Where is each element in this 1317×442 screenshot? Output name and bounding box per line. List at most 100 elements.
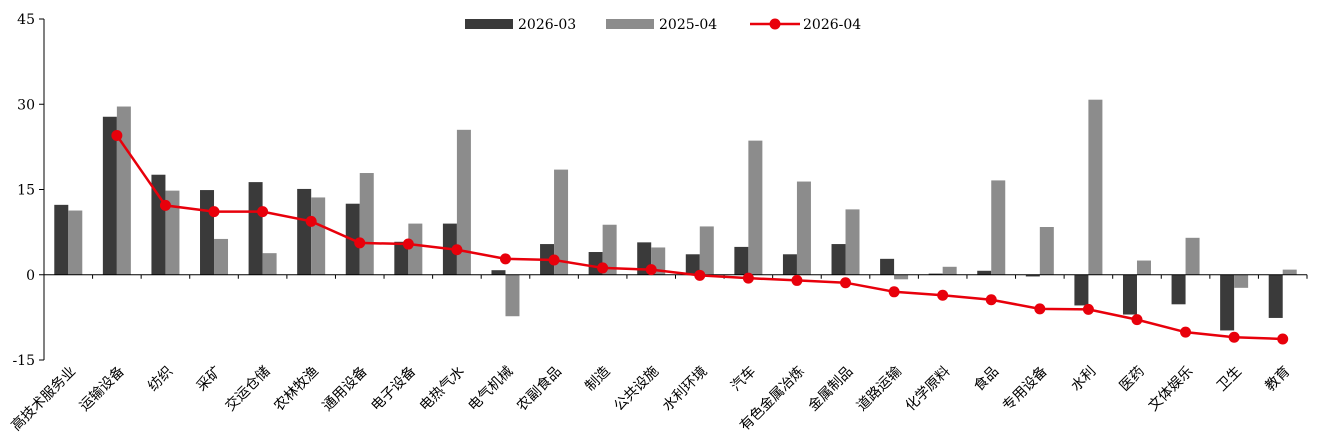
point-2026-04 <box>694 269 706 281</box>
point-2026-04 <box>548 254 560 266</box>
category-label: 医药 <box>1117 364 1148 395</box>
bar-2025-04 <box>991 180 1006 275</box>
bar-2026-03 <box>977 270 992 275</box>
bar-2025-04 <box>894 274 909 280</box>
point-2026-04 <box>1034 303 1046 315</box>
bar-2026-03 <box>200 190 215 275</box>
bar-2026-03 <box>880 258 895 275</box>
legend-swatch <box>465 19 513 29</box>
bar-2025-04 <box>456 129 471 275</box>
bar-2025-04 <box>408 223 423 275</box>
category-label: 制造 <box>582 364 613 395</box>
point-2026-04 <box>742 272 754 284</box>
bar-2026-03 <box>685 254 700 275</box>
bar-2025-04 <box>1039 227 1054 275</box>
y-tick-label: 45 <box>17 12 35 28</box>
bar-2025-04 <box>505 274 520 317</box>
point-2026-04 <box>1228 331 1240 343</box>
bar-2025-04 <box>602 224 617 275</box>
bar-2026-03 <box>248 182 263 275</box>
category-label: 运输设备 <box>76 363 128 415</box>
category-label: 文体娱乐 <box>1145 364 1196 415</box>
bar-2025-04 <box>262 253 277 275</box>
bar-2025-04 <box>1136 260 1151 275</box>
bar-2026-03 <box>54 204 69 275</box>
y-tick-label: -15 <box>12 353 35 369</box>
point-2026-04 <box>257 206 269 218</box>
point-2026-04 <box>1082 303 1094 315</box>
legend-label: 2026-04 <box>803 17 861 33</box>
point-2026-04 <box>354 237 366 249</box>
y-tick-label: 0 <box>26 268 35 284</box>
bar-2026-03 <box>1220 274 1235 331</box>
bar-2026-03 <box>782 254 797 275</box>
point-2026-04 <box>499 253 511 265</box>
category-label: 电热气水 <box>417 364 468 415</box>
bar-2026-03 <box>297 188 312 275</box>
category-label: 食品 <box>970 363 1002 395</box>
bar-2026-03 <box>1171 274 1186 305</box>
point-2026-04 <box>451 244 463 256</box>
bar-2025-04 <box>796 181 811 275</box>
bar-2025-04 <box>1234 274 1249 288</box>
point-2026-04 <box>791 274 803 286</box>
point-2026-04 <box>1131 314 1143 326</box>
category-label: 农副食品 <box>513 363 565 415</box>
bar-2025-04 <box>1282 269 1297 275</box>
category-label: 高技术服务业 <box>8 363 79 434</box>
point-2026-04 <box>208 206 220 218</box>
category-label: 交运仓储 <box>222 363 274 415</box>
category-label: 电气机械 <box>465 364 516 415</box>
bar-2025-04 <box>699 226 714 275</box>
category-label: 专用设备 <box>999 363 1051 415</box>
category-label: 通用设备 <box>319 363 371 415</box>
category-label: 水利 <box>1068 364 1099 395</box>
bar-2025-04 <box>942 266 957 275</box>
bar-2026-03 <box>734 246 749 275</box>
bar-2026-03 <box>928 273 943 275</box>
bar-2025-04 <box>845 209 860 275</box>
category-label: 水利环境 <box>660 364 711 415</box>
point-2026-04 <box>937 289 949 301</box>
bar-2025-04 <box>748 140 763 275</box>
bar-2025-04 <box>1185 237 1200 275</box>
category-label: 采矿 <box>194 364 225 395</box>
bar-2026-03 <box>491 270 506 275</box>
bar-2026-03 <box>831 244 846 275</box>
category-label: 汽车 <box>727 363 759 395</box>
point-2026-04 <box>1277 333 1289 345</box>
bar-2026-03 <box>1025 274 1040 277</box>
point-2026-04 <box>597 262 609 274</box>
bar-2026-03 <box>102 116 117 275</box>
category-label: 纺织 <box>145 364 176 395</box>
legend-swatch-marker <box>769 18 781 30</box>
bar-2025-04 <box>554 169 569 275</box>
point-2026-04 <box>840 277 852 289</box>
point-2026-04 <box>111 130 123 142</box>
y-tick-label: 30 <box>17 97 35 113</box>
point-2026-04 <box>985 294 997 306</box>
bar-2026-03 <box>394 241 409 275</box>
point-2026-04 <box>888 286 900 298</box>
category-label: 电子设备 <box>368 363 420 415</box>
legend-swatch <box>606 19 654 29</box>
bar-2025-04 <box>214 238 229 275</box>
category-label: 卫生 <box>1214 364 1245 395</box>
point-2026-04 <box>1180 326 1192 338</box>
point-2026-04 <box>402 238 414 250</box>
legend-label: 2026-03 <box>518 17 576 33</box>
bar-2026-03 <box>1074 274 1089 306</box>
bar-2025-04 <box>1088 99 1103 275</box>
y-tick-label: 15 <box>17 183 35 199</box>
category-label: 农林牧渔 <box>271 364 322 415</box>
bar-2025-04 <box>165 190 180 275</box>
category-label: 化学原料 <box>903 364 954 415</box>
category-label: 公共设施 <box>611 364 662 415</box>
bar-2026-03 <box>1122 274 1137 315</box>
category-label: 道路运输 <box>854 364 905 415</box>
bar-2026-03 <box>1268 274 1283 318</box>
category-label: 教育 <box>1262 364 1293 395</box>
legend-label: 2025-04 <box>659 17 717 33</box>
point-2026-04 <box>645 264 657 276</box>
